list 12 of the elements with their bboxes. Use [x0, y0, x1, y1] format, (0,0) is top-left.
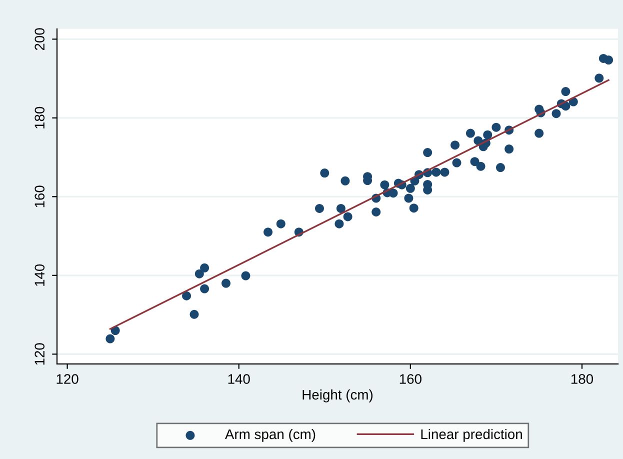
y-tick-label: 180	[34, 106, 45, 128]
x-tick-label: 140	[228, 374, 250, 384]
y-tick-label: 140	[34, 264, 45, 286]
x-axis-title: Height (cm)	[302, 389, 373, 402]
y-tick-label: 200	[34, 28, 45, 50]
legend-label: Arm span (cm)	[224, 428, 316, 442]
x-tick-label: 120	[56, 374, 78, 384]
x-tick-label: 160	[400, 374, 422, 384]
x-tick-label: 180	[571, 374, 594, 384]
y-tick-label: 160	[34, 186, 45, 208]
y-tick-label: 120	[34, 343, 45, 365]
legend-label: Linear prediction	[421, 428, 522, 442]
